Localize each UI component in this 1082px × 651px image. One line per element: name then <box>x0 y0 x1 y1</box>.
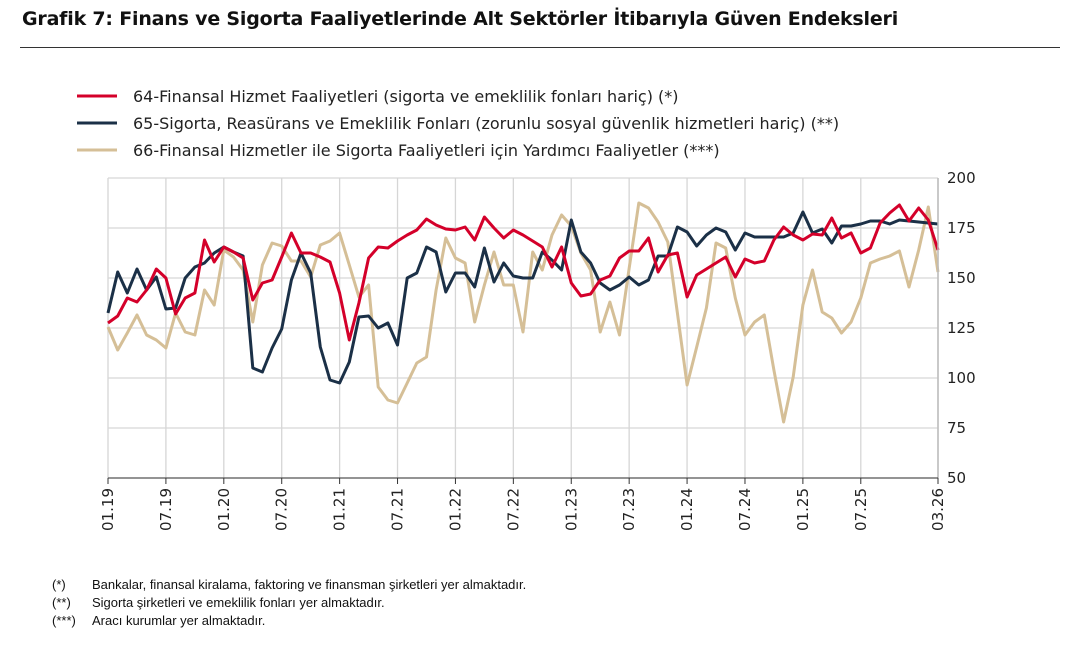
x-tick-label: 07.20 <box>273 488 291 531</box>
footnote-marker: (*) <box>52 577 66 592</box>
title-divider <box>20 47 1060 48</box>
x-tick-label: 01.19 <box>99 488 117 531</box>
y-tick-label: 100 <box>947 369 976 387</box>
x-tick-label: 01.21 <box>331 488 349 531</box>
x-tick-label: 07.19 <box>157 488 175 531</box>
y-tick-label: 175 <box>947 219 976 237</box>
footnote-marker: (***) <box>52 613 76 628</box>
x-tick-label: 07.24 <box>736 488 754 531</box>
legend-label: 66-Finansal Hizmetler ile Sigorta Faaliy… <box>133 141 720 160</box>
footnote-text: Aracı kurumlar yer almaktadır. <box>92 613 266 628</box>
series-line-65 <box>106 210 939 385</box>
x-tick-label: 07.21 <box>389 488 407 531</box>
chart-title: Grafik 7: Finans ve Sigorta Faaliyetleri… <box>22 8 899 30</box>
y-tick-label: 125 <box>947 319 976 337</box>
x-tick-label: 07.22 <box>504 488 522 531</box>
x-tick-label: 07.25 <box>852 488 870 531</box>
footnotes: (*) Bankalar, finansal kiralama, faktorin… <box>52 576 526 630</box>
series-lines <box>106 201 940 424</box>
legend-label: 64-Finansal Hizmet Faaliyetleri (sigorta… <box>133 87 679 106</box>
line-chart: 64-Finansal Hizmet Faaliyetleri (sigorta… <box>77 87 976 531</box>
x-tick-label: 01.25 <box>794 488 812 531</box>
footnote: (*) Bankalar, finansal kiralama, faktorin… <box>52 576 526 594</box>
x-axis: 01.19 07.19 01.20 07.20 01.21 07.21 01.22 07.22… <box>99 477 947 531</box>
y-axis: 50 75 100 125 150 175 200 <box>937 169 976 487</box>
x-tick-label: 01.22 <box>446 488 464 531</box>
x-tick-label: 07.23 <box>620 488 638 531</box>
y-tick-label: 150 <box>947 269 976 287</box>
footnote-marker: (**) <box>52 595 71 610</box>
footnote: (**) Sigorta şirketleri ve emeklilik fonl… <box>52 594 526 612</box>
footnote-text: Sigorta şirketleri ve emeklilik fonları … <box>92 595 385 610</box>
footnote-text: Bankalar, finansal kiralama, faktoring v… <box>92 577 527 592</box>
x-tick-label: 01.23 <box>562 488 580 531</box>
footnote: (***) Aracı kurumlar yer almaktadır. <box>52 612 526 630</box>
legend: 64-Finansal Hizmet Faaliyetleri (sigorta… <box>77 87 839 160</box>
y-tick-label: 200 <box>947 169 976 187</box>
y-tick-label: 50 <box>947 469 966 487</box>
x-tick-label: 03.26 <box>929 488 947 531</box>
legend-label: 65-Sigorta, Reasürans ve Emeklilik Fonla… <box>133 114 839 133</box>
x-tick-label: 01.20 <box>215 488 233 531</box>
y-tick-label: 75 <box>947 419 966 437</box>
x-tick-label: 01.24 <box>678 488 696 531</box>
